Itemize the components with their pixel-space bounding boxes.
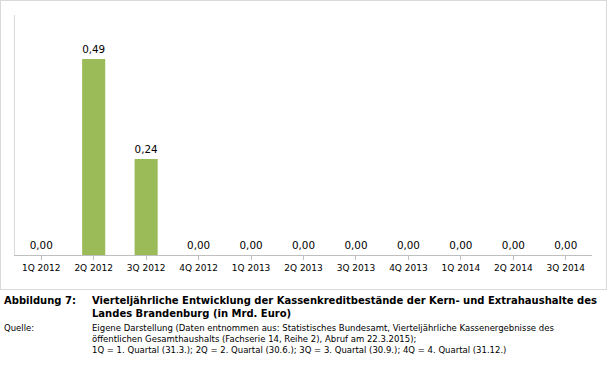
html-text:Abbildung 7:: Abbildung 7: — [4, 295, 76, 306]
svg-text:0,00: 0,00 — [449, 239, 472, 251]
svg-text:0,00: 0,00 — [397, 239, 420, 251]
svg-text:0,00: 0,00 — [554, 239, 577, 251]
svg-text:0,00: 0,00 — [187, 239, 210, 251]
svg-text:3Q 2012: 3Q 2012 — [127, 263, 166, 273]
svg-text:0,00: 0,00 — [502, 239, 525, 251]
svg-text:4Q 2013: 4Q 2013 — [389, 263, 428, 273]
html-text:Quelle:: Quelle: — [4, 323, 35, 333]
svg-text:0,00: 0,00 — [344, 239, 367, 251]
svg-text:0,00: 0,00 — [30, 239, 53, 251]
html-text:Eigene Darstellung (Daten entn: Eigene Darstellung (Daten entnommen aus:… — [92, 323, 554, 344]
svg-text:2Q 2013: 2Q 2013 — [284, 263, 323, 273]
html-text:Vierteljährliche Entwicklung d: Vierteljährliche Entwicklung der Kassenk… — [92, 295, 597, 319]
html-text:1Q = 1. Quartal (31.3.); 2Q =: 1Q = 1. Quartal (31.3.); 2Q = 2. Quartal… — [92, 345, 507, 355]
svg-text:0,49: 0,49 — [82, 43, 105, 55]
svg-text:0,00: 0,00 — [240, 239, 263, 251]
svg-text:2Q 2014: 2Q 2014 — [494, 263, 533, 273]
svg-text:3Q 2013: 3Q 2013 — [337, 263, 376, 273]
svg-text:1Q 2013: 1Q 2013 — [232, 263, 271, 273]
svg-text:0,00: 0,00 — [292, 239, 315, 251]
svg-text:4Q 2012: 4Q 2012 — [179, 263, 218, 273]
svg-text:0,24: 0,24 — [135, 143, 158, 155]
svg-text:1Q 2014: 1Q 2014 — [442, 263, 481, 273]
svg-text:1Q 2012: 1Q 2012 — [22, 263, 61, 273]
svg-text:2Q 2012: 2Q 2012 — [74, 263, 113, 273]
svg-text:3Q 2014: 3Q 2014 — [546, 263, 585, 273]
